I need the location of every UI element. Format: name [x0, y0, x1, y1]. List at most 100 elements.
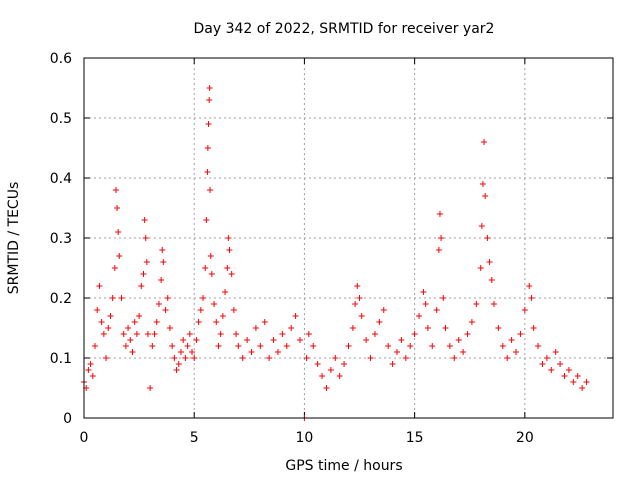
data-point	[175, 361, 182, 367]
data-point	[283, 343, 290, 349]
data-point	[191, 355, 198, 361]
data-point	[535, 343, 542, 349]
data-point	[111, 265, 118, 271]
data-point	[103, 355, 110, 361]
y-axis-label: SRMTID / TECUs	[6, 182, 22, 295]
data-point	[393, 349, 400, 355]
data-point	[438, 235, 445, 241]
data-point	[138, 283, 145, 289]
data-point	[482, 193, 489, 199]
data-point	[173, 367, 180, 373]
data-point	[336, 373, 343, 379]
data-point	[504, 355, 511, 361]
data-point	[186, 331, 193, 337]
data-point	[206, 85, 213, 91]
data-point	[248, 349, 255, 355]
data-point	[112, 187, 119, 193]
data-point	[189, 349, 196, 355]
data-point	[552, 349, 559, 355]
data-point	[422, 301, 429, 307]
data-point	[455, 337, 462, 343]
data-point	[204, 145, 211, 151]
data-point	[345, 343, 352, 349]
data-point	[151, 331, 158, 337]
data-point	[479, 181, 486, 187]
data-point	[565, 367, 572, 373]
data-point	[356, 295, 363, 301]
data-point	[114, 205, 121, 211]
data-point	[107, 313, 114, 319]
data-point	[215, 343, 222, 349]
data-point	[292, 313, 299, 319]
data-points	[81, 85, 590, 421]
data-point	[98, 319, 105, 325]
data-point	[142, 235, 149, 241]
data-point	[207, 253, 214, 259]
data-point	[314, 361, 321, 367]
axis-tick-labels: 0 0.1 0.2 0.3 0.4 0.5 0.6 0 5 10 15 20	[50, 51, 534, 446]
data-point	[222, 289, 229, 295]
data-point	[481, 139, 488, 145]
data-point	[521, 307, 528, 313]
data-point	[411, 331, 418, 337]
data-point	[203, 217, 210, 223]
data-point	[349, 325, 356, 331]
data-point	[224, 265, 231, 271]
data-point	[155, 301, 162, 307]
y-tick-label: 0.3	[50, 231, 72, 247]
data-point	[116, 253, 123, 259]
data-point	[424, 325, 431, 331]
data-point	[579, 385, 586, 391]
data-point	[149, 343, 156, 349]
data-point	[319, 373, 326, 379]
data-point	[561, 373, 568, 379]
data-point	[226, 247, 233, 253]
y-tick-label: 0.1	[50, 351, 72, 367]
data-point	[513, 349, 520, 355]
data-point	[129, 349, 136, 355]
data-point	[433, 307, 440, 313]
data-point	[526, 283, 533, 289]
data-point	[495, 325, 502, 331]
data-point	[363, 337, 370, 343]
data-point	[252, 325, 259, 331]
data-point	[407, 343, 414, 349]
data-point	[195, 319, 202, 325]
data-point	[440, 295, 447, 301]
data-point	[517, 331, 524, 337]
data-point	[127, 337, 134, 343]
data-point	[208, 271, 215, 277]
data-point	[266, 355, 273, 361]
y-tick-label: 0	[63, 411, 72, 427]
data-point	[376, 319, 383, 325]
y-tick-label: 0.5	[50, 111, 72, 127]
axis-ticks	[83, 57, 613, 419]
y-tick-label: 0.2	[50, 291, 72, 307]
data-point	[197, 307, 204, 313]
x-tick-label: 5	[190, 430, 199, 446]
data-point	[279, 331, 286, 337]
data-point	[217, 331, 224, 337]
data-point	[205, 121, 212, 127]
data-point	[380, 307, 387, 313]
data-point	[442, 325, 449, 331]
data-point	[118, 295, 125, 301]
data-point	[539, 361, 546, 367]
grid	[84, 58, 613, 418]
data-point	[162, 307, 169, 313]
data-point	[367, 355, 374, 361]
data-point	[484, 235, 491, 241]
data-point	[200, 295, 207, 301]
data-point	[499, 343, 506, 349]
x-axis-label: GPS time / hours	[285, 458, 402, 474]
data-point	[131, 319, 138, 325]
data-point	[140, 271, 147, 277]
data-point	[446, 343, 453, 349]
data-point	[341, 361, 348, 367]
chart-title: Day 342 of 2022, SRMTID for receiver yar…	[194, 21, 495, 37]
data-point	[211, 301, 218, 307]
data-point	[158, 277, 165, 283]
data-point	[143, 259, 150, 265]
data-point	[530, 325, 537, 331]
